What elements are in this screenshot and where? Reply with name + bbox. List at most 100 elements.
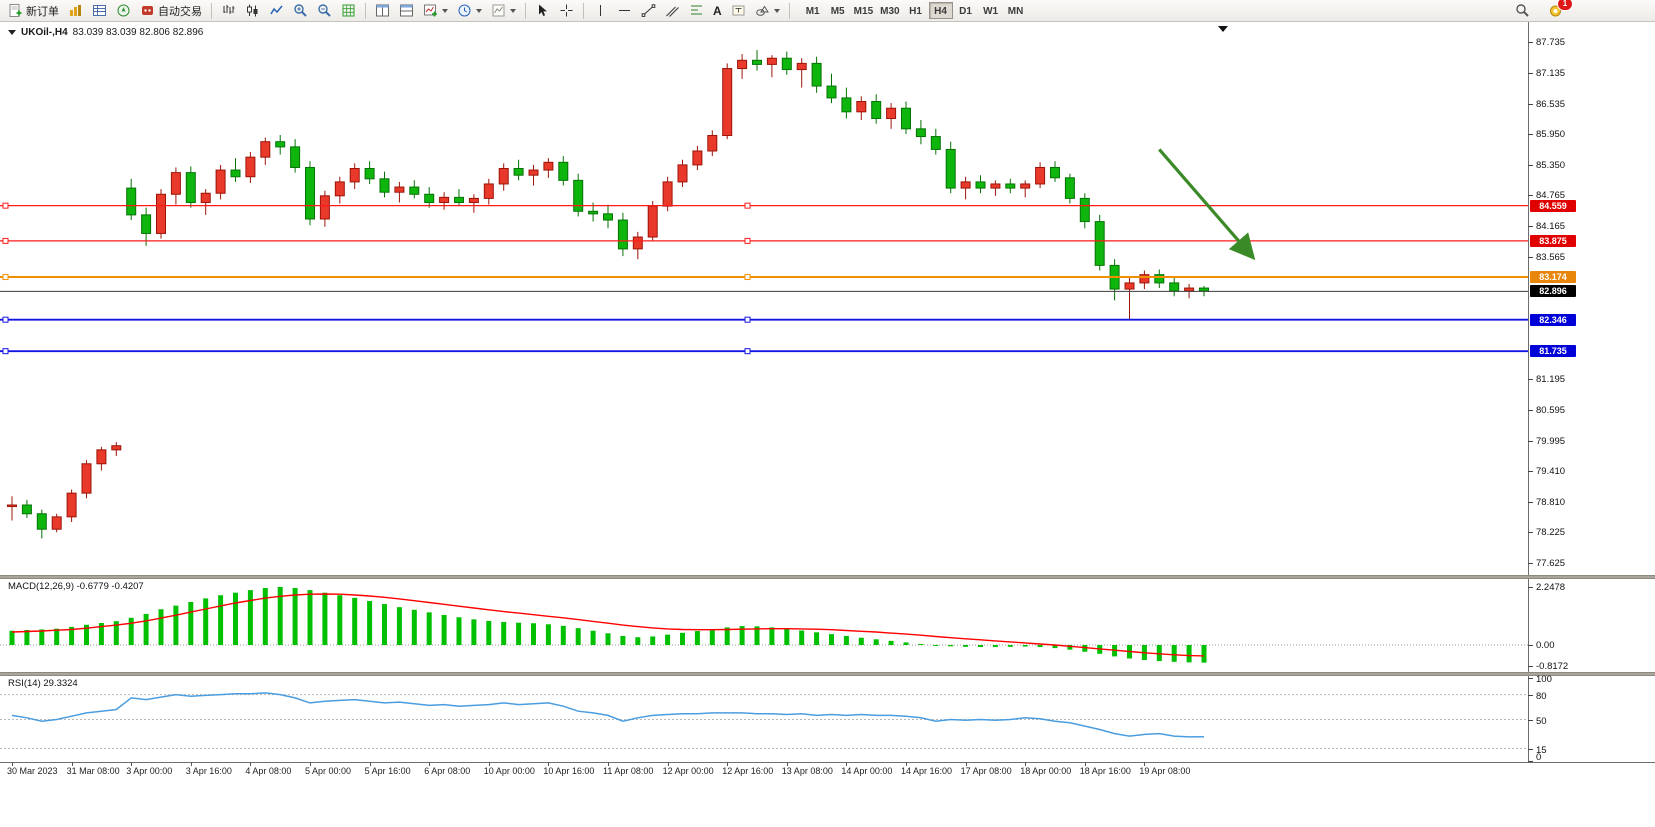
new-order-button[interactable]: 新订单 [4, 1, 63, 21]
chart-shift-marker-icon[interactable] [1218, 26, 1228, 32]
bar-chart-button[interactable] [217, 1, 240, 21]
trendline-button[interactable] [637, 1, 660, 21]
templates-button[interactable] [487, 1, 520, 21]
line-handle[interactable] [744, 348, 751, 355]
candle-body [260, 141, 271, 158]
new-chart-button[interactable] [419, 1, 452, 21]
macd-histogram-bar [724, 627, 730, 645]
candle-body [588, 210, 599, 215]
timeframe-button-M5[interactable]: M5 [826, 2, 850, 19]
candle-body [722, 68, 733, 137]
macd-histogram-bar [1201, 645, 1207, 663]
new-chart-icon [423, 3, 438, 18]
macd-histogram-bar [903, 642, 909, 645]
main-price-chart[interactable] [0, 22, 1528, 575]
line-handle[interactable] [744, 237, 751, 244]
timeframe-button-W1[interactable]: W1 [979, 2, 1003, 19]
vertical-line-button[interactable] [589, 1, 612, 21]
timeframe-button-M15[interactable]: M15 [851, 2, 876, 19]
macd-histogram-bar [516, 622, 522, 645]
data-window-button[interactable] [88, 1, 111, 21]
time-axis-label: 17 Apr 08:00 [960, 766, 1012, 776]
macd-panel[interactable] [0, 579, 1528, 671]
time-axis-tick [548, 762, 550, 766]
line-chart-button[interactable] [265, 1, 288, 21]
horizontal-line-icon [617, 3, 632, 18]
price-axis-label: 80.595 [1536, 404, 1566, 416]
price-axis-label: 78.810 [1536, 496, 1566, 508]
candle-body [141, 214, 152, 234]
price-axis[interactable]: 87.735 87.135 86.535 85.950 85.350 84.765 84.1… [1528, 22, 1655, 762]
line-handle[interactable] [744, 274, 751, 281]
market-watch-button[interactable] [64, 1, 87, 21]
candle-body [66, 492, 77, 518]
macd-histogram-bar [754, 626, 760, 645]
line-handle[interactable] [2, 202, 9, 209]
horizontal-line-button[interactable] [613, 1, 636, 21]
macd-histogram-bar [501, 621, 507, 645]
cascade-windows-icon [399, 3, 414, 18]
candle-body [915, 128, 926, 138]
time-axis-tick [488, 762, 490, 766]
candle-body [558, 161, 569, 181]
candlestick-chart-button[interactable] [241, 1, 264, 21]
chart-window: UKOil-,H4 83.039 83.039 82.806 82.896 87… [0, 22, 1655, 827]
time-axis-label: 13 Apr 08:00 [781, 766, 833, 776]
timeframe-button-H1[interactable]: H1 [904, 2, 928, 19]
macd-histogram-bar [1022, 645, 1028, 647]
rsi-axis-tick [1528, 748, 1533, 750]
macd-histogram-bar [620, 635, 626, 645]
fibonacci-button[interactable] [685, 1, 708, 21]
cursor-button[interactable] [531, 1, 554, 21]
line-handle[interactable] [2, 348, 9, 355]
rsi-panel[interactable] [0, 677, 1528, 762]
panel-divider-rsi[interactable] [0, 672, 1655, 676]
crosshair-button[interactable] [555, 1, 578, 21]
timeframe-button-M1[interactable]: M1 [801, 2, 825, 19]
candle-body [945, 148, 956, 189]
grid-button[interactable] [337, 1, 360, 21]
search-button[interactable] [1511, 1, 1534, 21]
cascade-windows-button[interactable] [395, 1, 418, 21]
navigator-button[interactable] [112, 1, 135, 21]
line-handle[interactable] [2, 237, 9, 244]
timeframe-button-D1[interactable]: D1 [954, 2, 978, 19]
line-handle[interactable] [744, 316, 751, 323]
macd-histogram-bar [1037, 645, 1043, 648]
macd-histogram-bar [158, 609, 164, 645]
zoom-out-button[interactable] [313, 1, 336, 21]
notifications-button[interactable]: 1 [1544, 0, 1573, 21]
price-axis-label: 87.135 [1536, 67, 1566, 79]
line-handle[interactable] [2, 274, 9, 281]
shapes-button[interactable] [751, 1, 784, 21]
panel-divider-macd[interactable] [0, 575, 1655, 579]
channel-icon [665, 3, 680, 18]
timeframe-button-M30[interactable]: M30 [877, 2, 902, 19]
auto-trading-button[interactable]: 自动交易 [136, 1, 206, 21]
bar-chart-icon [221, 3, 236, 18]
candle-body [379, 178, 390, 193]
one-click-trading-toggle-icon[interactable] [8, 30, 16, 35]
tile-windows-button[interactable] [371, 1, 394, 21]
periods-button[interactable] [453, 1, 486, 21]
zoom-out-icon [317, 3, 332, 18]
shapes-icon [755, 3, 770, 18]
timeframe-button-MN[interactable]: MN [1004, 2, 1028, 19]
time-axis-label: 6 Apr 08:00 [424, 766, 471, 776]
annotation-arrow[interactable] [1158, 148, 1256, 261]
text-label-button[interactable] [727, 1, 750, 21]
channel-button[interactable] [661, 1, 684, 21]
timeframe-button-H4[interactable]: H4 [928, 2, 953, 19]
candle-body [647, 205, 658, 238]
macd-histogram-bar [531, 623, 536, 645]
line-handle[interactable] [2, 316, 9, 323]
text-button[interactable]: A [709, 1, 726, 21]
time-axis-label: 30 Mar 2023 [7, 766, 58, 776]
candle-body [200, 192, 211, 204]
zoom-in-button[interactable] [289, 1, 312, 21]
candle-body [424, 193, 435, 204]
time-axis[interactable]: 30 Mar 2023 31 Mar 08:00 3 Apr 00:00 3 Apr … [0, 762, 1655, 802]
line-handle[interactable] [744, 202, 751, 209]
macd-histogram-bar [665, 634, 671, 645]
macd-histogram-bar [262, 588, 268, 645]
